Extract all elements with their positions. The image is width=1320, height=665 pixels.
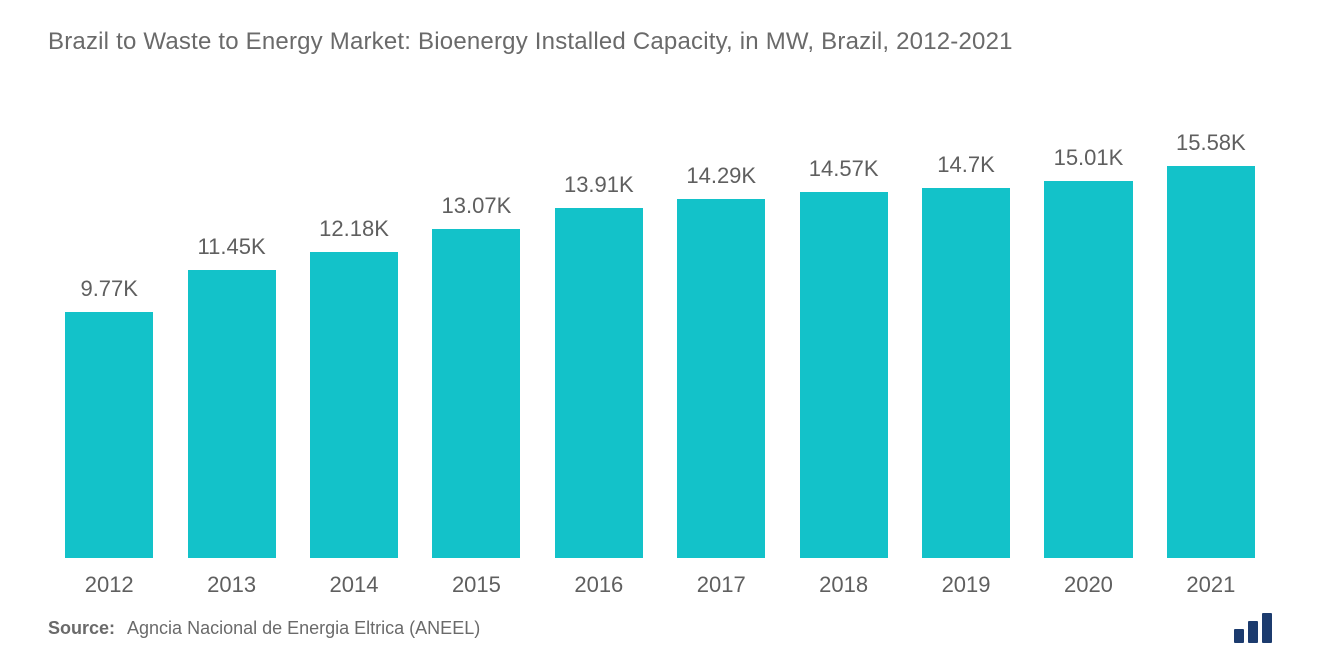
logo-bar-icon xyxy=(1262,613,1272,643)
x-tick-label: 2017 xyxy=(660,572,782,598)
bar-column: 13.91K xyxy=(538,118,660,558)
bar xyxy=(677,199,765,558)
chart-footer: Source: Agncia Nacional de Energia Eltri… xyxy=(48,613,1272,643)
source-label: Source: xyxy=(48,618,115,639)
bar xyxy=(555,208,643,558)
x-tick-label: 2021 xyxy=(1150,572,1272,598)
bar-column: 15.58K xyxy=(1150,118,1272,558)
x-tick-label: 2015 xyxy=(415,572,537,598)
bar-value-label: 12.18K xyxy=(293,216,415,242)
bar-value-label: 11.45K xyxy=(170,234,292,260)
chart-title: Brazil to Waste to Energy Market: Bioene… xyxy=(48,28,1272,56)
bar-value-label: 14.7K xyxy=(905,152,1027,178)
bar xyxy=(65,312,153,558)
bar-column: 14.57K xyxy=(782,118,904,558)
x-tick-label: 2012 xyxy=(48,572,170,598)
x-tick-label: 2020 xyxy=(1027,572,1149,598)
bar-column: 11.45K xyxy=(170,118,292,558)
bar xyxy=(1044,181,1132,558)
logo-bar-icon xyxy=(1248,621,1258,643)
x-tick-label: 2014 xyxy=(293,572,415,598)
brand-logo-icon xyxy=(1234,613,1272,643)
bar-value-label: 14.29K xyxy=(660,163,782,189)
source-text: Agncia Nacional de Energia Eltrica (ANEE… xyxy=(127,618,480,639)
bar-column: 12.18K xyxy=(293,118,415,558)
chart-plot-area: 9.77K11.45K12.18K13.07K13.91K14.29K14.57… xyxy=(48,118,1272,558)
bar xyxy=(1167,166,1255,558)
x-tick-label: 2016 xyxy=(538,572,660,598)
bar xyxy=(432,229,520,558)
bar-value-label: 13.07K xyxy=(415,193,537,219)
x-tick-label: 2019 xyxy=(905,572,1027,598)
bar xyxy=(800,192,888,558)
chart-container: Brazil to Waste to Energy Market: Bioene… xyxy=(0,0,1320,665)
bar-value-label: 15.01K xyxy=(1027,145,1149,171)
bar-column: 9.77K xyxy=(48,118,170,558)
bar-value-label: 13.91K xyxy=(538,172,660,198)
x-tick-label: 2018 xyxy=(782,572,904,598)
x-tick-label: 2013 xyxy=(170,572,292,598)
bar-value-label: 14.57K xyxy=(782,156,904,182)
x-axis: 2012201320142015201620172018201920202021 xyxy=(48,572,1272,598)
bar-column: 13.07K xyxy=(415,118,537,558)
bar xyxy=(310,252,398,558)
source-line: Source: Agncia Nacional de Energia Eltri… xyxy=(48,618,480,639)
bar-column: 14.29K xyxy=(660,118,782,558)
bar-column: 14.7K xyxy=(905,118,1027,558)
bar-value-label: 15.58K xyxy=(1150,130,1272,156)
bar xyxy=(922,188,1010,558)
logo-bar-icon xyxy=(1234,629,1244,643)
bar-value-label: 9.77K xyxy=(48,276,170,302)
bar-column: 15.01K xyxy=(1027,118,1149,558)
bar xyxy=(188,270,276,558)
